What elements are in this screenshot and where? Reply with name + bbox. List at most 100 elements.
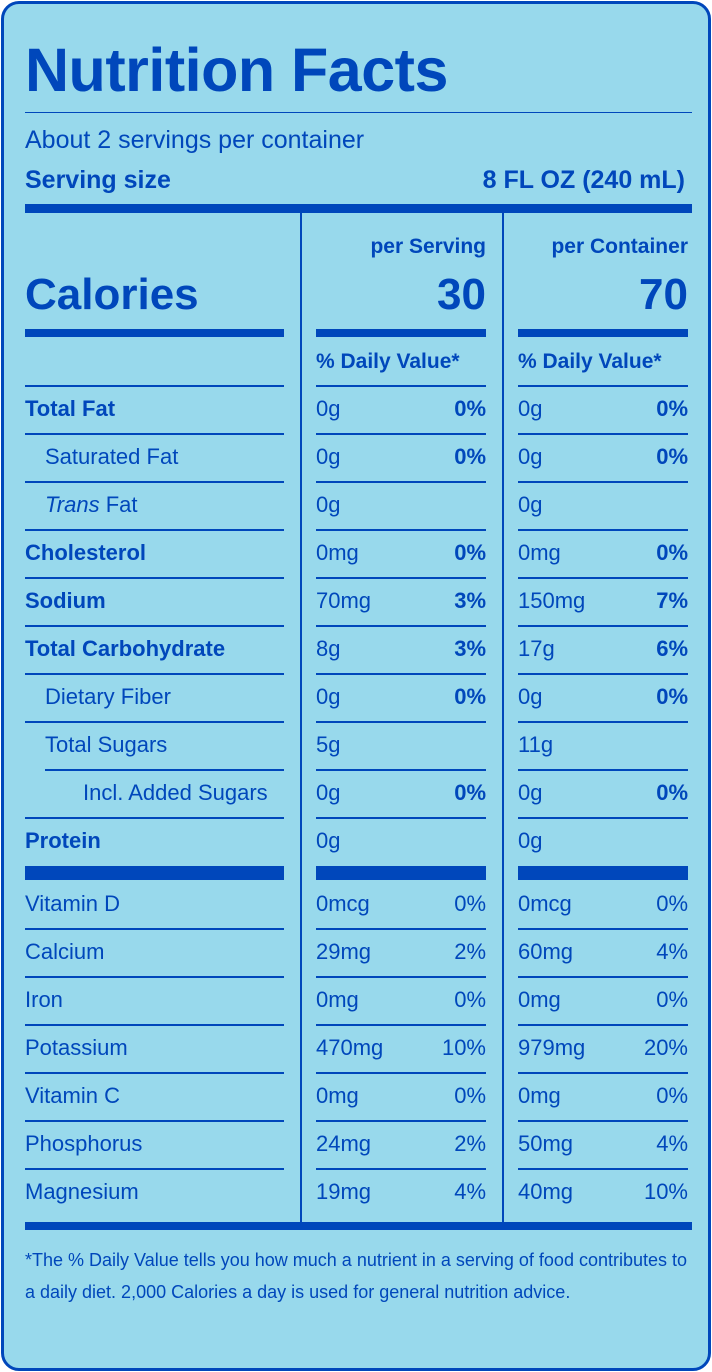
serving-size-label: Serving size — [25, 166, 171, 194]
row-divider — [25, 481, 284, 483]
nutrient-name-italic: Trans — [45, 492, 100, 517]
container-amount: 0mg — [518, 1083, 561, 1108]
serving-amount: 0mg — [316, 1083, 359, 1108]
row-divider — [518, 769, 688, 771]
serving-amount: 5g — [316, 732, 341, 757]
container-daily-value: 20% — [643, 1035, 688, 1060]
row-divider — [25, 625, 284, 627]
nutrient-name-rest: Fat — [99, 492, 138, 517]
nutrient-name: Trans Fat — [45, 490, 138, 520]
row-divider — [518, 976, 688, 978]
serving-daily-value: 0% — [454, 987, 486, 1012]
nutrient-name: Sodium — [25, 588, 106, 613]
row-divider — [25, 1072, 284, 1074]
row-divider — [518, 1168, 688, 1170]
column-divider-2 — [502, 212, 504, 1226]
row-divider — [518, 625, 688, 627]
container-amount: 0g — [518, 444, 543, 469]
serving-amount: 0g — [316, 684, 341, 709]
container-amount: 979mg — [518, 1035, 586, 1060]
container-amount: 60mg — [518, 939, 574, 964]
daily-value-header-container: % Daily Value* — [518, 350, 662, 373]
serving-amount: 70mg — [316, 588, 372, 613]
calories-divider-container — [518, 329, 688, 337]
nutrient-name: Total Carbohydrate — [25, 636, 226, 661]
row-divider — [316, 625, 486, 627]
serving-daily-value: 0% — [454, 684, 486, 709]
container-daily-value: 0% — [656, 987, 688, 1012]
serving-divider-thick — [25, 204, 692, 213]
row-divider — [316, 1072, 486, 1074]
serving-daily-value: 0% — [454, 444, 486, 469]
nutrient-name: Phosphorus — [25, 1131, 143, 1156]
container-amount: 0g — [518, 828, 543, 853]
container-daily-value: 0% — [656, 780, 688, 805]
row-divider — [316, 529, 486, 531]
container-daily-value: 0% — [656, 444, 688, 469]
container-daily-value: 7% — [656, 588, 688, 613]
nutrient-name: Vitamin D — [25, 891, 120, 916]
serving-daily-value: 0% — [454, 396, 486, 421]
nutrient-name: Potassium — [25, 1035, 128, 1060]
serving-amount: 24mg — [316, 1131, 372, 1156]
serving-daily-value: 0% — [454, 540, 486, 565]
row-divider — [518, 928, 688, 930]
label-title: Nutrition Facts — [25, 36, 448, 104]
row-divider — [25, 673, 284, 675]
calories-per-serving: 30 — [437, 270, 486, 319]
nutrient-name: Iron — [25, 987, 63, 1012]
title-divider — [25, 112, 692, 113]
row-divider — [25, 1168, 284, 1170]
serving-daily-value: 4% — [454, 1179, 486, 1204]
container-amount: 150mg — [518, 588, 586, 613]
vitamin-divider-thick — [518, 866, 688, 880]
container-daily-value: 0% — [656, 1083, 688, 1108]
calories-divider-name — [25, 329, 284, 337]
row-divider — [518, 817, 688, 819]
serving-daily-value: 0% — [454, 780, 486, 805]
serving-daily-value: 10% — [441, 1035, 486, 1060]
serving-daily-value: 2% — [454, 1131, 486, 1156]
row-divider — [25, 1024, 284, 1026]
row-divider — [25, 385, 284, 387]
serving-amount: 8g — [316, 636, 341, 661]
row-divider — [316, 433, 486, 435]
row-divider — [25, 928, 284, 930]
serving-daily-value: 0% — [454, 1083, 486, 1108]
serving-daily-value: 0% — [454, 891, 486, 916]
row-divider — [316, 1168, 486, 1170]
daily-value-header-serving: % Daily Value* — [316, 350, 460, 373]
row-divider — [316, 385, 486, 387]
serving-amount: 0mg — [316, 987, 359, 1012]
container-daily-value: 4% — [656, 1131, 688, 1156]
row-divider — [316, 976, 486, 978]
row-divider — [25, 1120, 284, 1122]
nutrient-name: Dietary Fiber — [45, 684, 171, 709]
nutrient-name: Incl. Added Sugars — [83, 780, 268, 805]
row-divider — [518, 385, 688, 387]
serving-amount: 19mg — [316, 1179, 372, 1204]
serving-amount: 0g — [316, 780, 341, 805]
nutrient-name: Saturated Fat — [45, 444, 179, 469]
serving-daily-value: 3% — [454, 588, 486, 613]
row-divider — [518, 1024, 688, 1026]
nutrient-name: Calcium — [25, 939, 105, 964]
row-divider — [25, 976, 284, 978]
container-amount: 0g — [518, 492, 543, 517]
container-daily-value: 4% — [656, 939, 688, 964]
row-divider — [518, 721, 688, 723]
calories-divider-serving — [316, 329, 486, 337]
serving-daily-value: 2% — [454, 939, 486, 964]
container-daily-value: 0% — [656, 396, 688, 421]
row-divider — [316, 481, 486, 483]
container-amount: 17g — [518, 636, 555, 661]
serving-amount: 0g — [316, 444, 341, 469]
servings-per-container: About 2 servings per container — [25, 126, 365, 154]
serving-amount: 470mg — [316, 1035, 384, 1060]
container-amount: 0mg — [518, 540, 561, 565]
column-divider-1 — [300, 212, 302, 1226]
row-divider — [316, 928, 486, 930]
row-divider — [316, 1120, 486, 1122]
vitamin-divider-thick — [316, 866, 486, 880]
